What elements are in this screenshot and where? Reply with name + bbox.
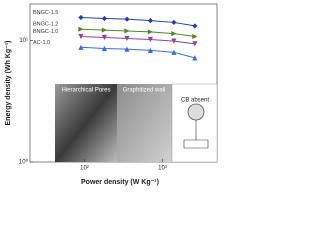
marker bbox=[192, 41, 198, 47]
circuit bbox=[183, 120, 209, 149]
legend-label: BNGC-1.5 bbox=[33, 10, 58, 16]
marker bbox=[192, 55, 198, 61]
marker bbox=[101, 27, 108, 33]
y-axis-title: Energy density (Wh Kg⁻¹) bbox=[5, 41, 12, 126]
marker bbox=[192, 23, 198, 29]
inset bbox=[55, 83, 218, 163]
hrtem-image bbox=[117, 84, 172, 162]
marker bbox=[124, 28, 130, 34]
marker bbox=[78, 26, 84, 32]
y-tick-label: 10¹ bbox=[19, 38, 28, 44]
x-tick-label: 10³ bbox=[158, 166, 167, 172]
marker bbox=[192, 33, 198, 40]
series-line bbox=[80, 28, 195, 37]
marker bbox=[124, 35, 130, 42]
marker bbox=[171, 31, 177, 37]
marker bbox=[101, 15, 108, 22]
series-line bbox=[80, 16, 195, 27]
cell-icon bbox=[187, 103, 205, 121]
marker bbox=[171, 49, 177, 55]
marker bbox=[78, 14, 84, 21]
marker bbox=[147, 29, 154, 35]
marker bbox=[101, 45, 108, 52]
annotation: Graphitized wall bbox=[123, 88, 166, 94]
marker bbox=[78, 44, 84, 50]
legend-label: AC-1.0 bbox=[33, 40, 50, 46]
tem-image bbox=[55, 84, 117, 162]
legend-label: BNGC-1.2 bbox=[33, 22, 58, 28]
marker bbox=[171, 19, 177, 26]
series-line bbox=[80, 35, 195, 45]
marker bbox=[124, 16, 130, 22]
marker bbox=[171, 38, 177, 44]
marker bbox=[147, 36, 154, 43]
marker bbox=[124, 46, 130, 52]
marker bbox=[147, 47, 154, 53]
annotation: Hierarchical Pores bbox=[61, 88, 110, 94]
marker bbox=[147, 17, 154, 24]
x-tick-label: 10² bbox=[80, 166, 89, 172]
legend-label: BNGC-1.0 bbox=[33, 29, 58, 35]
y-tick-label: 10⁰ bbox=[19, 159, 29, 166]
marker bbox=[101, 34, 108, 41]
chart: Power density (W Kg⁻¹) Energy density (W… bbox=[5, 3, 218, 186]
marker bbox=[78, 33, 84, 40]
x-axis-title: Power density (W Kg⁻¹) bbox=[81, 179, 159, 186]
annotation: CB absent bbox=[181, 98, 209, 104]
schematic-box bbox=[171, 83, 218, 163]
series-line bbox=[80, 46, 195, 59]
